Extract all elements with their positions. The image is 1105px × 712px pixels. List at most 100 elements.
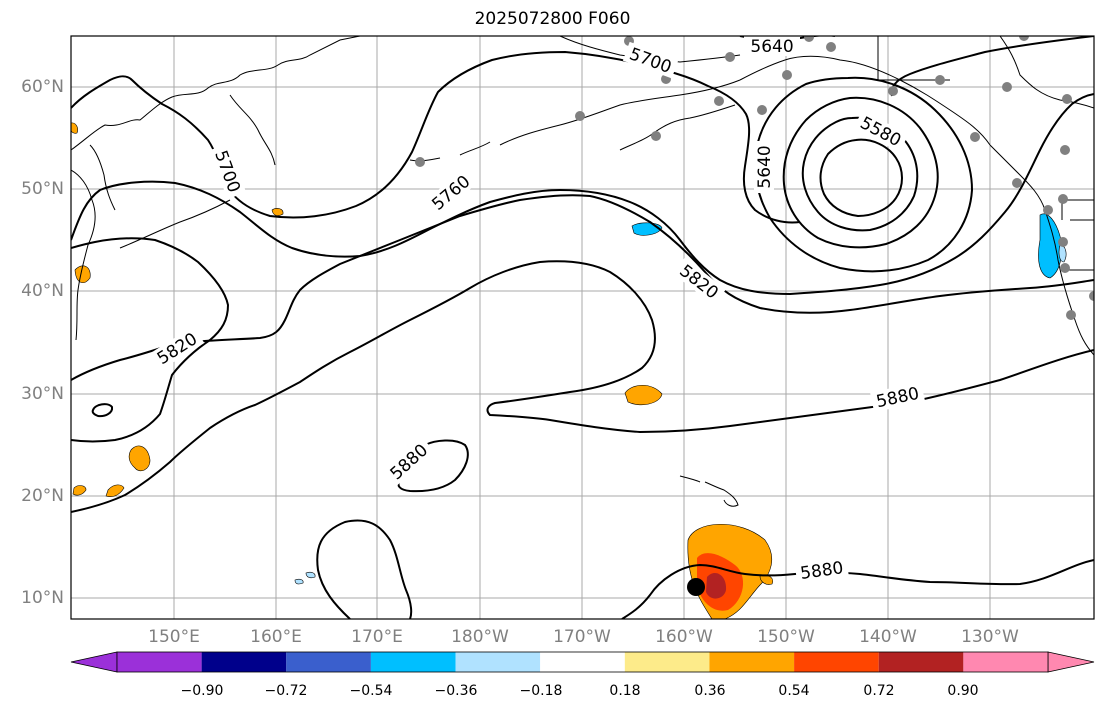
station-marker xyxy=(1058,237,1068,247)
station-marker xyxy=(651,131,661,141)
contour-5640-ring xyxy=(754,76,974,273)
lat-label: 50°N xyxy=(21,179,64,199)
colorbar-border xyxy=(116,651,1049,673)
contour-5580-mid xyxy=(801,116,919,232)
colorbar-tick-label: 0.72 xyxy=(863,683,895,699)
lon-label: 170°W xyxy=(553,627,611,647)
storm-center-marker xyxy=(687,578,705,596)
colorbar-bin xyxy=(370,652,456,672)
negative-anomaly-area xyxy=(1038,213,1062,279)
positive-anomaly-area xyxy=(624,384,663,406)
map-frame xyxy=(70,35,1095,620)
colorbar-bin xyxy=(540,652,625,672)
positive-anomaly-area xyxy=(271,208,284,216)
station-marker xyxy=(1058,194,1068,204)
lat-label: 60°N xyxy=(21,77,64,97)
station-marker xyxy=(725,52,735,62)
colorbar-bin xyxy=(709,652,795,672)
colorbar-tick-label: −0.54 xyxy=(349,683,393,699)
colorbar-tick-label: 0.18 xyxy=(609,683,641,699)
station-markers xyxy=(415,36,1094,320)
colorbar-bin xyxy=(878,652,964,672)
colorbar-tick-label: −0.90 xyxy=(180,683,224,699)
colorbar-extend-high xyxy=(1047,651,1095,673)
lon-label: 180°W xyxy=(451,627,509,647)
contour-5580-inner xyxy=(819,138,903,218)
colorbar-tick-label: 0.90 xyxy=(947,683,979,699)
contour-label: 5640 xyxy=(750,37,793,57)
contour-label: 5700 xyxy=(210,148,244,195)
station-marker xyxy=(970,132,980,142)
station-marker xyxy=(714,96,724,106)
lon-label: 170°E xyxy=(351,627,403,647)
contour-5580-outer xyxy=(782,96,939,249)
station-marker xyxy=(1060,263,1070,273)
shaded-anomaly-areas xyxy=(71,122,1067,619)
contour-5880-mid xyxy=(71,260,1094,513)
colorbar xyxy=(70,651,1095,673)
contour-label: 5880 xyxy=(875,384,921,413)
colorbar-bin xyxy=(201,652,287,672)
station-marker xyxy=(575,111,585,121)
station-marker xyxy=(1060,145,1070,155)
contour-5820-small-loop xyxy=(91,403,114,418)
colorbar-bin xyxy=(455,652,541,672)
station-marker xyxy=(415,157,425,167)
positive-anomaly-area xyxy=(71,122,78,134)
station-marker xyxy=(1089,291,1094,301)
contour-label: 5700 xyxy=(627,44,674,78)
contour-label: 5880 xyxy=(799,558,845,584)
lat-label: 30°N xyxy=(21,384,64,404)
positive-anomaly-area xyxy=(105,484,125,498)
contour-label: 5640 xyxy=(755,145,775,188)
station-marker xyxy=(935,75,945,85)
colorbar-bins xyxy=(116,651,1049,673)
contour-5820-west xyxy=(71,194,1094,381)
colorbar-extend-low xyxy=(70,651,118,673)
lat-label: 40°N xyxy=(21,281,64,301)
station-marker xyxy=(1066,310,1076,320)
colorbar-bin xyxy=(117,652,202,672)
contour-5700-ne xyxy=(890,36,1094,97)
contour-5700 xyxy=(71,50,801,224)
lat-label: 20°N xyxy=(21,486,64,506)
colorbar-tick-label: −0.72 xyxy=(264,683,308,699)
colorbar-tick-label: 0.54 xyxy=(778,683,810,699)
station-marker xyxy=(826,42,836,52)
lon-label: 160°W xyxy=(655,627,713,647)
peak-positive-anomaly-area xyxy=(706,573,727,599)
map-gridlines xyxy=(71,36,1094,619)
positive-anomaly-area xyxy=(128,445,151,472)
negative-anomaly-area xyxy=(1058,244,1067,263)
contour-5760 xyxy=(71,93,1094,296)
station-marker xyxy=(804,36,814,42)
colorbar-tick-label: −0.36 xyxy=(434,683,478,699)
lat-label: 10°N xyxy=(21,588,64,608)
coastlines xyxy=(71,36,1094,507)
colorbar-bin xyxy=(794,652,879,672)
contour-5820-lower-west xyxy=(71,237,230,443)
lon-label: 140°W xyxy=(859,627,917,647)
negative-anomaly-area xyxy=(631,222,663,236)
station-marker xyxy=(757,105,767,115)
station-marker xyxy=(1062,94,1072,104)
colorbar-bin xyxy=(286,652,371,672)
station-marker xyxy=(1002,82,1012,92)
colorbar-tick-label: −0.18 xyxy=(519,683,563,699)
station-marker xyxy=(1012,178,1022,188)
colorbar-tick-label: 0.36 xyxy=(694,683,726,699)
station-marker xyxy=(782,70,792,80)
negative-anomaly-area xyxy=(294,578,304,585)
station-marker xyxy=(1019,36,1029,41)
lon-label: 130°W xyxy=(961,627,1019,647)
positive-anomaly-area xyxy=(74,265,91,283)
negative-anomaly-area xyxy=(305,571,316,579)
contour-label: 5820 xyxy=(154,329,201,369)
colorbar-bin xyxy=(624,652,710,672)
station-marker xyxy=(888,86,898,96)
contour-5880-south-loop xyxy=(316,519,413,619)
station-marker xyxy=(1043,205,1053,215)
map-title: 2025072800 F060 xyxy=(474,9,631,29)
colorbar-bin xyxy=(963,652,1048,672)
